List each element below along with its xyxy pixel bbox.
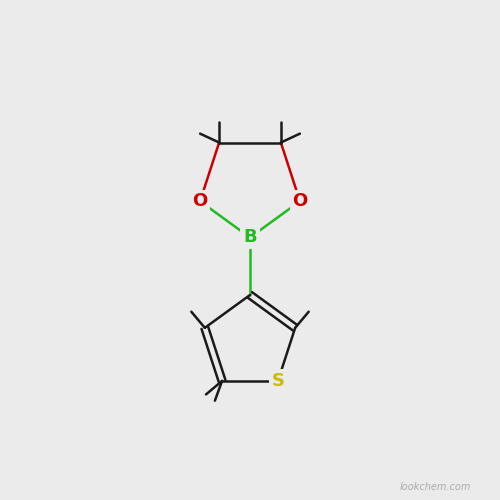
Text: O: O <box>192 192 208 210</box>
Text: B: B <box>243 228 257 246</box>
Text: O: O <box>292 192 308 210</box>
Text: lookchem.com: lookchem.com <box>400 482 470 492</box>
Text: S: S <box>272 372 284 390</box>
